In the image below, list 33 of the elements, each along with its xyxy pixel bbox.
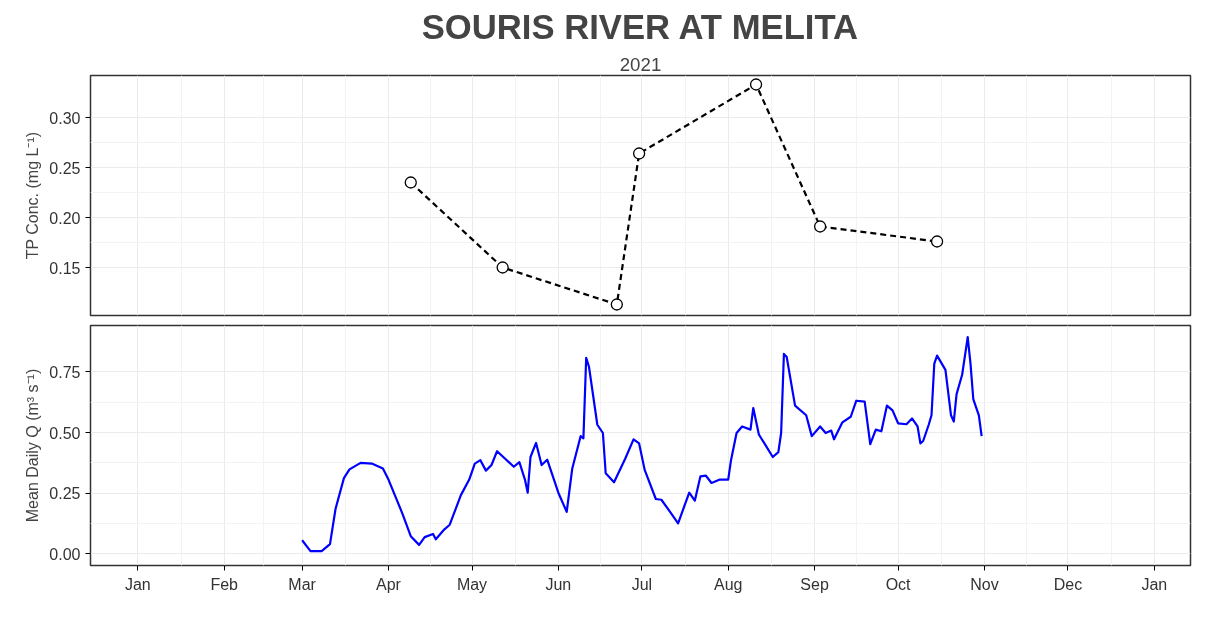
y-tick-label: 0.50 bbox=[49, 424, 81, 442]
point bbox=[404, 176, 417, 189]
x-tick-label: Oct bbox=[885, 575, 912, 593]
y-tick-label: 0.25 bbox=[49, 159, 81, 177]
y-axis-title: TP Conc. (mg L⁻¹) bbox=[24, 131, 42, 260]
x-tick-label: Jul bbox=[631, 575, 653, 593]
y-axis-title: Mean Daily Q (m³ s⁻¹) bbox=[24, 368, 42, 523]
x-tick-label: Jun bbox=[545, 575, 572, 593]
chart-subtitle: 2021 bbox=[619, 53, 662, 75]
x-tick-label: Jan bbox=[1141, 575, 1168, 593]
x-tick-label: Dec bbox=[1053, 575, 1083, 593]
point bbox=[749, 78, 763, 91]
x-tick-label: Sep bbox=[800, 575, 829, 593]
x-tick-label: Aug bbox=[713, 575, 743, 593]
point bbox=[813, 220, 827, 233]
y-tick-label: 0.20 bbox=[49, 209, 81, 227]
point bbox=[610, 298, 623, 311]
y-tick-label: 0.30 bbox=[49, 109, 81, 127]
y-tick-label: 0.15 bbox=[49, 259, 81, 277]
y-tick-label: 0.75 bbox=[49, 363, 81, 381]
point bbox=[930, 235, 944, 248]
x-tick-label: Apr bbox=[376, 575, 402, 593]
point bbox=[496, 261, 509, 274]
x-tick-label: Jan bbox=[124, 575, 151, 593]
x-tick-label: Feb bbox=[210, 575, 239, 593]
line-series bbox=[301, 336, 983, 553]
x-tick-label: Mar bbox=[288, 575, 317, 593]
y-tick-label: 0.00 bbox=[49, 545, 81, 563]
x-tick-label: May bbox=[456, 575, 488, 593]
chart-title: SOURIS RIVER AT MELITA bbox=[421, 7, 859, 46]
point bbox=[632, 147, 646, 160]
y-tick-label: 0.25 bbox=[49, 485, 81, 503]
x-tick-label: Nov bbox=[970, 575, 999, 593]
